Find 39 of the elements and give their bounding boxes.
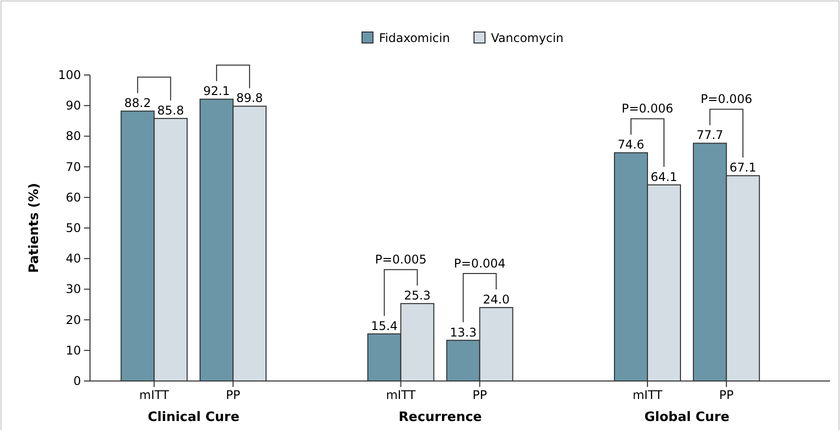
x-tick-label: mITT — [386, 388, 416, 402]
text: 24.0 — [482, 292, 510, 307]
text: 25.3 — [404, 288, 431, 303]
text: 77.7 — [696, 128, 724, 142]
text: 64.1 — [650, 170, 678, 184]
text: 74.6 — [618, 138, 644, 152]
y-tick-label: 70 — [66, 160, 81, 174]
y-tick-label: 0 — [73, 374, 81, 388]
y-axis-title: Patients (%) — [27, 182, 42, 274]
text: 88.2 — [124, 96, 151, 110]
legend-label: Vancomycin — [491, 31, 564, 45]
annotation: P=0.006 — [700, 92, 752, 106]
annotation: P=0.006 — [622, 102, 674, 116]
y-tick-label: 100 — [58, 68, 81, 82]
legend-label: Fidaxomicin — [379, 31, 450, 45]
y-tick-label: 80 — [66, 129, 81, 144]
y-tick-label: 40 — [66, 252, 81, 266]
text: Clinical Cure — [148, 410, 240, 425]
x-tick-label: mITT — [632, 388, 663, 402]
x-tick-label: PP — [226, 388, 240, 402]
text: Recurrence — [398, 410, 482, 425]
annotation: P=0.005 — [374, 252, 427, 267]
y-tick-label: 50 — [66, 221, 81, 235]
y-tick-label: 60 — [66, 190, 81, 204]
x-tick-label: PP — [472, 388, 487, 402]
y-tick-label: 90 — [66, 98, 81, 113]
y-tick-label: 30 — [66, 282, 81, 296]
text: 92.1 — [203, 84, 230, 98]
y-tick-label: 10 — [66, 343, 81, 358]
x-tick-label: mITT — [139, 388, 170, 402]
y-tick-label: 20 — [66, 312, 81, 327]
text: 15.4 — [370, 318, 398, 333]
text: 89.8 — [236, 91, 263, 106]
annotation: P=0.004 — [454, 256, 506, 271]
text: 67.1 — [730, 160, 756, 175]
text: 85.8 — [157, 103, 184, 118]
x-tick-label: PP — [719, 388, 734, 402]
text: 13.3 — [450, 325, 477, 340]
text: Global Cure — [644, 410, 730, 425]
